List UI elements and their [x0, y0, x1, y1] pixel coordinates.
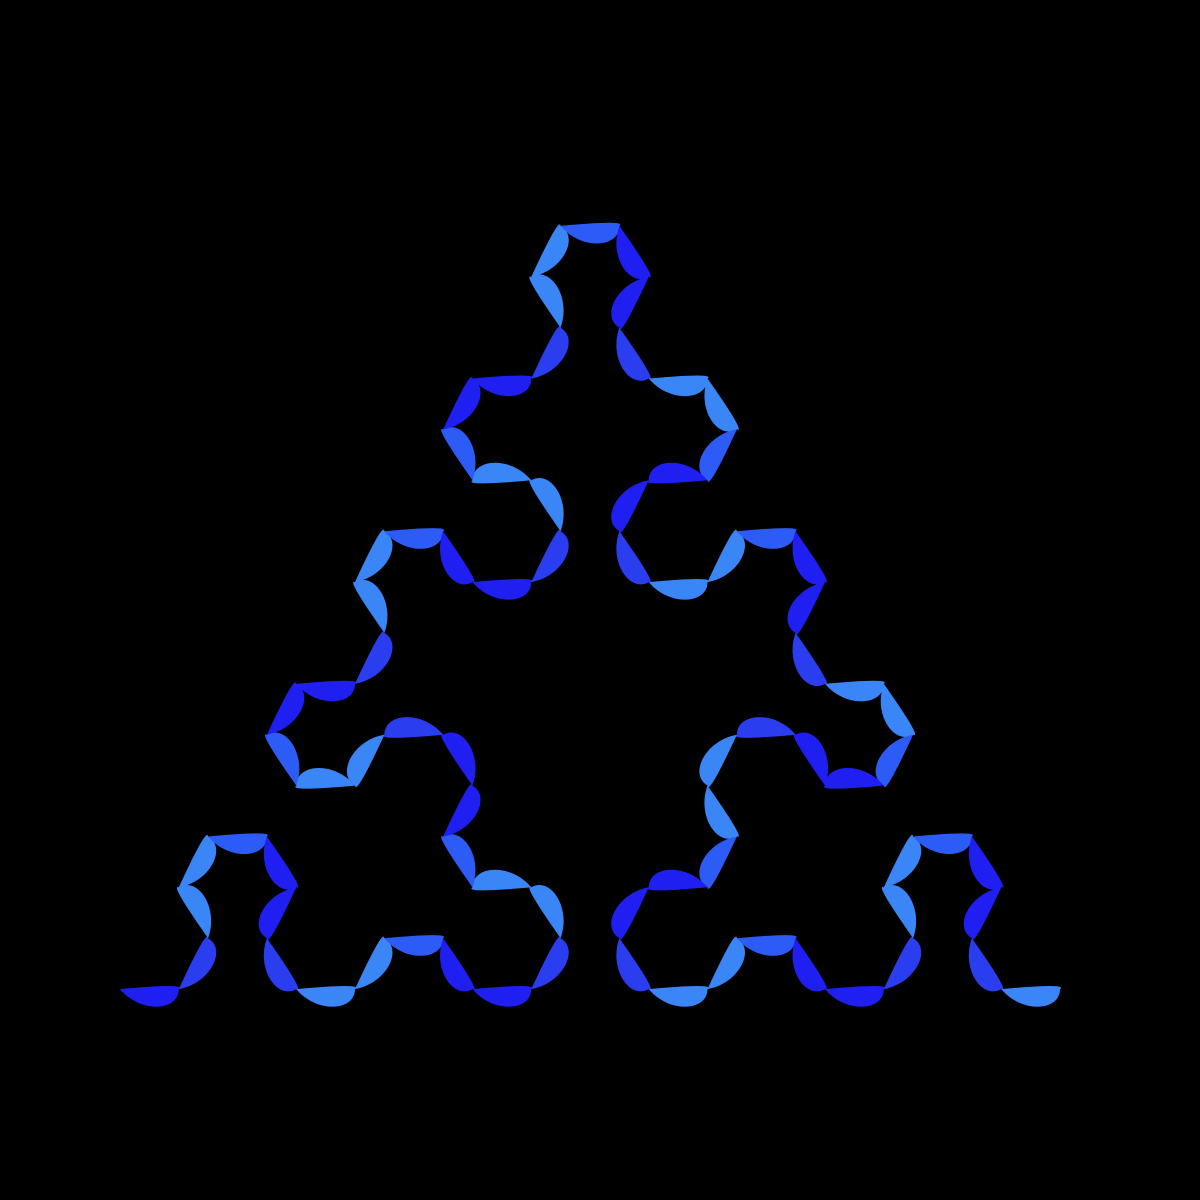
petal-segment [648, 375, 709, 397]
petal-segment [440, 531, 475, 585]
petal-segment [355, 529, 393, 583]
petal-segment [471, 462, 532, 484]
petal-segment [825, 680, 885, 702]
petal-segment [881, 885, 917, 939]
petal-segment [792, 632, 827, 687]
petal-segment [346, 734, 385, 788]
petal-segment [208, 833, 268, 855]
petal-segment [611, 480, 649, 533]
petal-segment [176, 885, 212, 939]
petal-segment [793, 732, 829, 786]
petal-segment [963, 887, 1002, 940]
petal-segments [120, 222, 1062, 1007]
petal-segment [531, 529, 569, 583]
petal-segment [616, 225, 651, 280]
petal-segment [441, 427, 476, 481]
petal-segment [880, 683, 916, 737]
petal-segment [736, 528, 797, 549]
petal-segment [472, 375, 533, 397]
petal-segment [704, 378, 739, 432]
petal-segment [611, 887, 649, 940]
petal-segment [736, 935, 797, 956]
petal-segment [735, 717, 796, 738]
petal-segment [355, 631, 393, 684]
petal-segment [263, 836, 299, 890]
petal-segment [648, 579, 709, 600]
petal-segment [787, 582, 825, 635]
petal-segment [355, 936, 393, 990]
petal-segment [699, 734, 737, 788]
petal-segment [616, 938, 651, 992]
petal-segment [611, 276, 649, 330]
petal-segment [384, 528, 445, 549]
petal-segment [529, 274, 564, 328]
petal-segment [178, 834, 217, 888]
petal-segment [647, 869, 708, 891]
petal-segment [704, 785, 739, 839]
petal-segment [531, 326, 569, 379]
petal-segment [263, 938, 299, 992]
petal-segment [699, 429, 737, 482]
petal-segment [560, 222, 621, 244]
petal-segment [383, 717, 444, 738]
petal-segment [913, 833, 973, 855]
petal-segment [266, 682, 305, 735]
petal-segment [472, 579, 533, 600]
petal-segment [441, 834, 476, 888]
petal-segment [443, 784, 481, 837]
petal-segment [258, 887, 297, 940]
petal-segment [295, 768, 355, 789]
petal-segment [875, 734, 914, 788]
petal-segment [264, 732, 300, 786]
petal-segment [647, 462, 708, 484]
petal-segment [120, 986, 180, 1007]
petal-segment [296, 680, 357, 702]
petal-segment [883, 936, 922, 990]
petal-segment [648, 986, 709, 1007]
petal-segment [1001, 986, 1062, 1007]
petal-segment [968, 938, 1004, 992]
petal-segment [968, 836, 1004, 890]
petal-segment [707, 529, 746, 583]
petal-segment [823, 768, 884, 789]
petal-segment [531, 936, 569, 990]
petal-segment [440, 938, 475, 992]
petal-segment [178, 936, 217, 990]
petal-segment [616, 531, 651, 585]
petal-segment [443, 376, 481, 430]
petal-segment [471, 869, 532, 891]
petal-segment [616, 327, 651, 381]
petal-segment [707, 936, 746, 990]
petal-segment [883, 834, 922, 888]
petal-segment [296, 986, 357, 1007]
petal-segment [529, 478, 564, 532]
petal-segment [531, 224, 569, 277]
petal-segment [792, 938, 827, 992]
petal-segment [353, 579, 388, 633]
petal-segment [441, 732, 476, 786]
petal-segment [384, 935, 445, 956]
petal-segment [529, 885, 564, 939]
petal-segment [472, 986, 533, 1007]
petal-segment [825, 986, 885, 1007]
petal-segment [699, 836, 737, 889]
petal-segment [792, 531, 827, 585]
